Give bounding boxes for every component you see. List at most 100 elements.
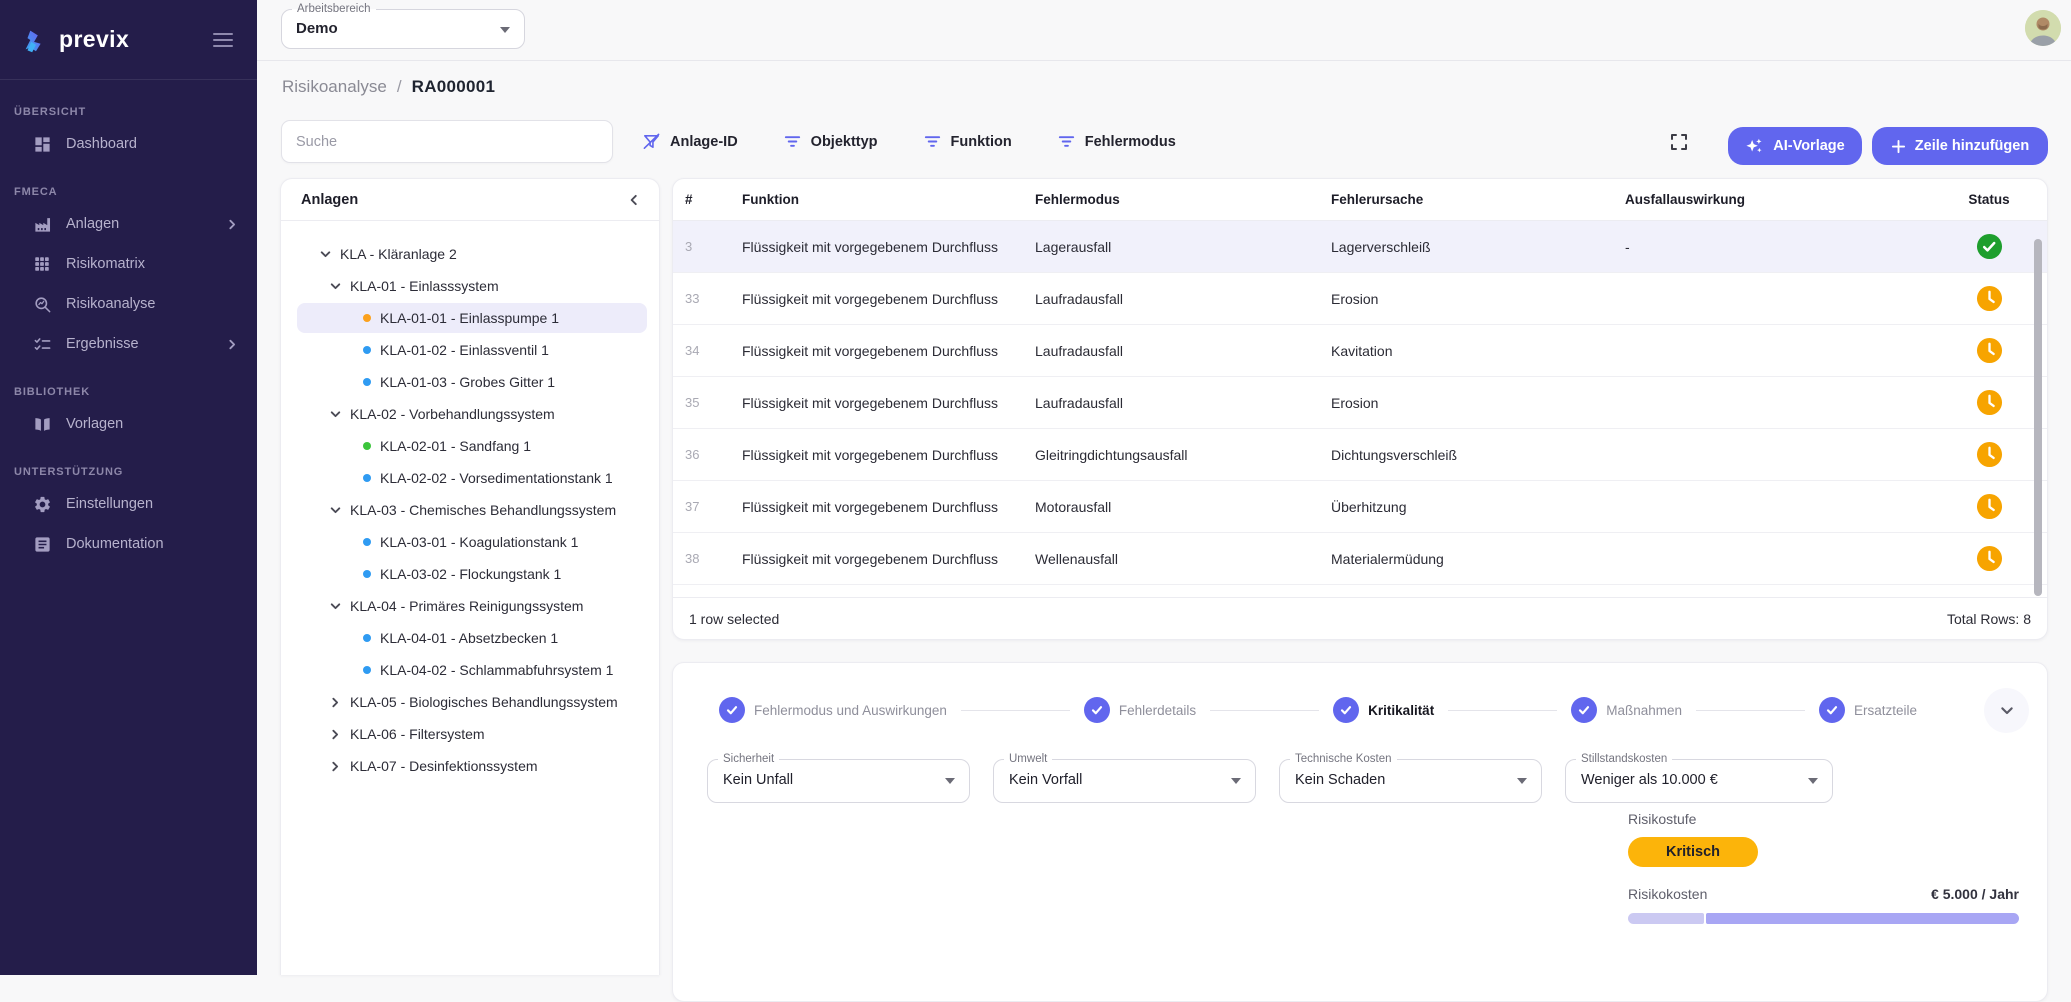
cell-status — [1945, 233, 2047, 260]
tree-node[interactable]: KLA-05 - Biologisches Behandlungssystem — [281, 686, 659, 718]
tree-node[interactable]: KLA-07 - Desinfektionssystem — [281, 750, 659, 782]
caret-down-icon — [500, 27, 510, 33]
factory-icon — [32, 214, 52, 234]
tree-node-label: KLA-04 - Primäres Reinigungssystem — [350, 598, 583, 614]
tree-node[interactable]: KLA-03-01 - Koagulationstank 1 — [281, 526, 659, 558]
filter-lines-icon — [923, 132, 942, 151]
add-row-button[interactable]: Zeile hinzufügen — [1872, 127, 2048, 165]
ai-template-button[interactable]: AI-Vorlage — [1728, 127, 1862, 165]
table-row[interactable]: 37Flüssigkeit mit vorgegebenem Durchflus… — [673, 481, 2047, 533]
table-row[interactable]: 34Flüssigkeit mit vorgegebenem Durchflus… — [673, 325, 2047, 377]
table-row[interactable]: 36Flüssigkeit mit vorgegebenem Durchflus… — [673, 429, 2047, 481]
tree-node[interactable]: KLA-02 - Vorbehandlungssystem — [281, 398, 659, 430]
fullscreen-icon[interactable] — [1669, 132, 1689, 152]
filter-fehlermodus[interactable]: Fehlermodus — [1057, 132, 1176, 151]
chevron-down-icon[interactable] — [329, 279, 343, 293]
step-connector — [1210, 710, 1319, 711]
menu-icon[interactable] — [213, 25, 233, 55]
sidebar-nav: ÜBERSICHTDashboardFMECAAnlagenRisikomatr… — [0, 80, 257, 564]
tree-node[interactable]: KLA-03-02 - Flockungstank 1 — [281, 558, 659, 590]
table-row[interactable]: 33Flüssigkeit mit vorgegebenem Durchflus… — [673, 273, 2047, 325]
tree-node[interactable]: KLA-01-02 - Einlassventil 1 — [281, 334, 659, 366]
field-technische-kosten[interactable]: Technische KostenKein Schaden — [1279, 759, 1542, 803]
tree-node[interactable]: KLA - Kläranlage 2 — [281, 238, 659, 270]
table-scrollbar[interactable] — [2034, 239, 2042, 596]
nav-section-label: ÜBERSICHT — [0, 106, 257, 118]
chevron-down-icon[interactable] — [329, 503, 343, 517]
sidebar-item-anlagen[interactable]: Anlagen — [0, 204, 257, 244]
step-kritikalität[interactable]: Kritikalität — [1333, 697, 1434, 723]
breadcrumb-parent[interactable]: Risikoanalyse — [282, 77, 387, 97]
tree-node-label: KLA-02-01 - Sandfang 1 — [380, 438, 531, 454]
workspace-label: Arbeitsbereich — [292, 2, 376, 17]
field-label: Sicherheit — [718, 752, 779, 767]
sidebar-item-risikomatrix[interactable]: Risikomatrix — [0, 244, 257, 284]
collapse-panel-icon[interactable] — [627, 193, 641, 207]
avatar[interactable] — [2025, 10, 2061, 46]
search-input[interactable] — [281, 120, 613, 163]
field-label: Stillstandskosten — [1576, 752, 1672, 767]
cell-funktion: Flüssigkeit mit vorgegebenem Durchfluss — [742, 395, 1035, 411]
cell-funktion: Flüssigkeit mit vorgegebenem Durchfluss — [742, 343, 1035, 359]
caret-down-icon — [945, 778, 955, 784]
table-header: #FunktionFehlermodusFehlerursacheAusfall… — [673, 179, 2047, 221]
sidebar-item-ergebnisse[interactable]: Ergebnisse — [0, 324, 257, 364]
assets-panel: Anlagen KLA - Kläranlage 2KLA-01 - Einla… — [280, 178, 660, 975]
chevron-down-icon[interactable] — [329, 407, 343, 421]
cell-fehlermodus: Wellenausfall — [1035, 551, 1331, 567]
field-umwelt[interactable]: UmweltKein Vorfall — [993, 759, 1256, 803]
field-sicherheit[interactable]: SicherheitKein Unfall — [707, 759, 970, 803]
tree-node[interactable]: KLA-01-01 - Einlasspumpe 1 — [281, 302, 659, 334]
step-ersatzteile[interactable]: Ersatzteile — [1819, 697, 1917, 723]
tree-node[interactable]: KLA-01 - Einlasssystem — [281, 270, 659, 302]
filter-objekttyp[interactable]: Objekttyp — [783, 132, 878, 151]
sidebar-item-dokumentation[interactable]: Dokumentation — [0, 524, 257, 564]
chevron-down-icon[interactable] — [1984, 688, 2029, 733]
workspace-select[interactable]: Arbeitsbereich Demo — [281, 9, 525, 49]
tree-node[interactable]: KLA-04 - Primäres Reinigungssystem — [281, 590, 659, 622]
field-stillstandskosten[interactable]: StillstandskostenWeniger als 10.000 € — [1565, 759, 1833, 803]
step-fehlerdetails[interactable]: Fehlerdetails — [1084, 697, 1196, 723]
tree-node[interactable]: KLA-03 - Chemisches Behandlungssystem — [281, 494, 659, 526]
cell-num: 38 — [685, 551, 742, 566]
chevron-down-icon[interactable] — [319, 247, 333, 261]
tree-node[interactable]: KLA-02-01 - Sandfang 1 — [281, 430, 659, 462]
tree-node-label: KLA-03-02 - Flockungstank 1 — [380, 566, 561, 582]
sidebar: previx ÜBERSICHTDashboardFMECAAnlagenRis… — [0, 0, 257, 975]
filter-lines-icon — [1057, 132, 1076, 151]
sidebar-item-risikoanalyse[interactable]: Risikoanalyse — [0, 284, 257, 324]
tree-node[interactable]: KLA-04-01 - Absetzbecken 1 — [281, 622, 659, 654]
table-row[interactable]: 35Flüssigkeit mit vorgegebenem Durchflus… — [673, 377, 2047, 429]
clock-icon — [1976, 389, 2003, 416]
risk-cost-bar — [1628, 913, 2019, 924]
check-icon — [1333, 697, 1359, 723]
chevron-down-icon[interactable] — [329, 599, 343, 613]
cell-fehlermodus: Laufradausfall — [1035, 395, 1331, 411]
stepper: Fehlermodus und Auswirkungen Fehlerdetail… — [719, 697, 1917, 723]
tree-node-label: KLA-01 - Einlasssystem — [350, 278, 499, 294]
table-row[interactable]: 3Flüssigkeit mit vorgegebenem Durchfluss… — [673, 221, 2047, 273]
check-icon — [1571, 697, 1597, 723]
filter-anlage-id[interactable]: Anlage-ID — [642, 132, 738, 151]
step-fehlermodus-und-auswirkungen[interactable]: Fehlermodus und Auswirkungen — [719, 697, 947, 723]
cell-num: 35 — [685, 395, 742, 410]
tree-node[interactable]: KLA-04-02 - Schlammabfuhrsystem 1 — [281, 654, 659, 686]
sidebar-item-vorlagen[interactable]: Vorlagen — [0, 404, 257, 444]
chevron-right-icon[interactable] — [329, 727, 343, 741]
filter-label: Funktion — [951, 134, 1012, 150]
tree-node[interactable]: KLA-02-02 - Vorsedimentationstank 1 — [281, 462, 659, 494]
logo-text: previx — [59, 26, 129, 53]
table-row[interactable]: 38Flüssigkeit mit vorgegebenem Durchflus… — [673, 533, 2047, 585]
sidebar-item-einstellungen[interactable]: Einstellungen — [0, 484, 257, 524]
sidebar-item-label: Anlagen — [66, 216, 119, 232]
filter-funktion[interactable]: Funktion — [923, 132, 1012, 151]
sidebar-header: previx — [0, 0, 257, 80]
tree-node[interactable]: KLA-01-03 - Grobes Gitter 1 — [281, 366, 659, 398]
chevron-right-icon[interactable] — [329, 759, 343, 773]
sidebar-item-label: Risikomatrix — [66, 256, 145, 272]
step-maßnahmen[interactable]: Maßnahmen — [1571, 697, 1682, 723]
tree-node[interactable]: KLA-06 - Filtersystem — [281, 718, 659, 750]
chevron-right-icon[interactable] — [329, 695, 343, 709]
risk-level-badge: Kritisch — [1628, 837, 1758, 867]
sidebar-item-dashboard[interactable]: Dashboard — [0, 124, 257, 164]
